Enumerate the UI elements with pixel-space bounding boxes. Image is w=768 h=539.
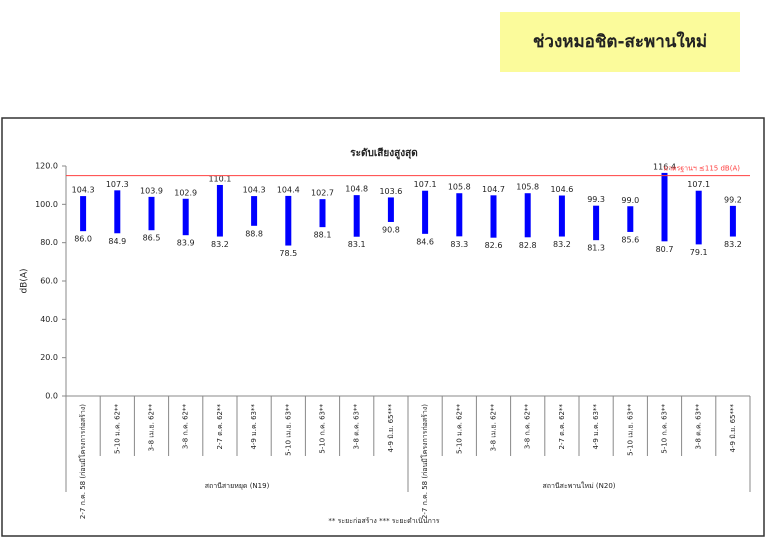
header-box [500, 12, 740, 72]
y-tick-label: 60.0 [40, 277, 58, 286]
range-bar [627, 206, 634, 232]
x-tick-label: 4-9 มิ.ย. 65*** [729, 404, 737, 453]
y-tick-label: 120.0 [35, 162, 58, 171]
value-label: 85.6 [621, 235, 639, 244]
x-tick-label: 5-10 ม.ค. 62** [455, 404, 463, 454]
x-tick-label: 3-8 ก.ค. 62** [524, 404, 532, 450]
value-label: 82.6 [485, 241, 503, 250]
value-label: 102.9 [174, 188, 197, 197]
value-label: 99.0 [621, 196, 639, 205]
range-bar [319, 199, 326, 228]
value-label: 86.0 [74, 235, 92, 244]
value-label: 107.1 [687, 180, 710, 189]
x-tick-label: 2-7 ก.ค. 58 (ก่อนมีโครงการก่อสร้าง) [420, 404, 429, 519]
x-tick-label: 3-8 ต.ค. 63** [695, 404, 703, 450]
value-label: 107.1 [414, 180, 437, 189]
x-tick-label: 2-7 ก.ค. 58 (ก่อนมีโครงการก่อสร้าง) [78, 404, 87, 519]
value-label: 104.6 [550, 185, 573, 194]
group-label: สถานีสายหยุด (N19) [205, 482, 270, 490]
value-label: 82.8 [519, 241, 537, 250]
range-bar [387, 197, 394, 222]
range-bar [593, 205, 600, 241]
range-bar [114, 190, 121, 234]
value-label: 104.7 [482, 185, 505, 194]
reference-label: มาตรฐานฯ ≤115 dB(A) [663, 165, 740, 173]
range-bar [422, 190, 429, 234]
value-label: 88.1 [314, 231, 332, 240]
value-label: 78.5 [279, 249, 297, 258]
range-bar [729, 205, 736, 237]
value-label: 86.5 [143, 234, 161, 243]
x-tick-label: 5-10 เม.ย. 63** [626, 404, 634, 456]
value-label: 84.6 [416, 237, 434, 246]
x-tick-label: 5-10 ม.ค. 62** [113, 404, 121, 454]
value-label: 99.3 [587, 195, 605, 204]
range-bar [148, 196, 155, 231]
value-label: 104.3 [243, 186, 266, 195]
y-tick-label: 100.0 [35, 200, 58, 209]
x-tick-label: 3-8 เม.ย. 62** [490, 404, 498, 452]
value-label: 116.4 [653, 162, 676, 171]
range-bar [490, 195, 497, 238]
value-label: 103.9 [140, 186, 163, 195]
value-label: 83.2 [553, 240, 571, 249]
chart-title: ระดับเสียงสูงสุด [350, 147, 417, 160]
value-label: 90.8 [382, 225, 400, 234]
footnote: ** ระยะก่อสร้าง *** ระยะดำเนินการ [328, 517, 439, 525]
range-bar [182, 198, 189, 236]
x-tick-label: 3-8 ต.ค. 63** [353, 404, 361, 450]
value-label: 79.1 [690, 248, 708, 257]
x-tick-label: 5-10 ก.ค. 63** [319, 404, 327, 454]
value-label: 83.3 [450, 240, 468, 249]
value-label: 88.8 [245, 229, 263, 238]
x-tick-label: 5-10 ก.ค. 63** [661, 404, 669, 454]
value-label: 104.3 [72, 186, 95, 195]
range-bar [80, 196, 87, 232]
value-label: 110.1 [208, 174, 231, 183]
value-label: 102.7 [311, 189, 334, 198]
value-label: 84.9 [108, 237, 126, 246]
range-bar [661, 172, 668, 242]
range-bar [558, 195, 565, 237]
range-bar [216, 184, 223, 237]
x-tick-label: 4-9 ม.ค. 63** [250, 404, 258, 450]
value-label: 80.7 [656, 245, 674, 254]
y-tick-label: 0.0 [45, 392, 58, 401]
value-label: 103.6 [379, 187, 402, 196]
y-tick-label: 20.0 [40, 353, 58, 362]
range-bar [524, 193, 531, 238]
range-bar [695, 190, 702, 245]
range-bar [285, 195, 292, 246]
y-tick-label: 80.0 [40, 238, 58, 247]
x-tick-label: 4-9 ม.ค. 63** [592, 404, 600, 450]
y-tick-label: 40.0 [40, 315, 58, 324]
x-tick-label: 3-8 ก.ค. 62** [182, 404, 190, 450]
value-label: 104.8 [345, 185, 368, 194]
header-title: ช่วงหมอชิต-สะพานใหม่ [533, 31, 707, 52]
value-label: 104.4 [277, 185, 300, 194]
value-label: 83.2 [211, 240, 229, 249]
chart-frame [1, 117, 765, 537]
value-label: 83.2 [724, 240, 742, 249]
value-label: 105.8 [516, 183, 539, 192]
value-label: 83.9 [177, 239, 195, 248]
value-label: 81.3 [587, 244, 605, 253]
range-bar [353, 195, 360, 237]
y-axis-label: dB(A) [20, 268, 30, 293]
value-label: 83.1 [348, 240, 366, 249]
range-bar [456, 193, 463, 237]
value-label: 107.3 [106, 180, 129, 189]
x-tick-label: 2-7 ต.ค. 62** [558, 404, 566, 450]
x-tick-label: 2-7 ต.ค. 62** [216, 404, 224, 450]
group-label: สถานีสะพานใหม่ (N20) [542, 481, 615, 490]
x-tick-label: 4-9 มิ.ย. 65*** [387, 404, 395, 453]
value-label: 105.8 [448, 183, 471, 192]
value-label: 99.2 [724, 195, 742, 204]
x-tick-label: 5-10 เม.ย. 63** [284, 404, 292, 456]
x-tick-label: 3-8 เม.ย. 62** [148, 404, 156, 452]
range-bar [251, 196, 258, 226]
